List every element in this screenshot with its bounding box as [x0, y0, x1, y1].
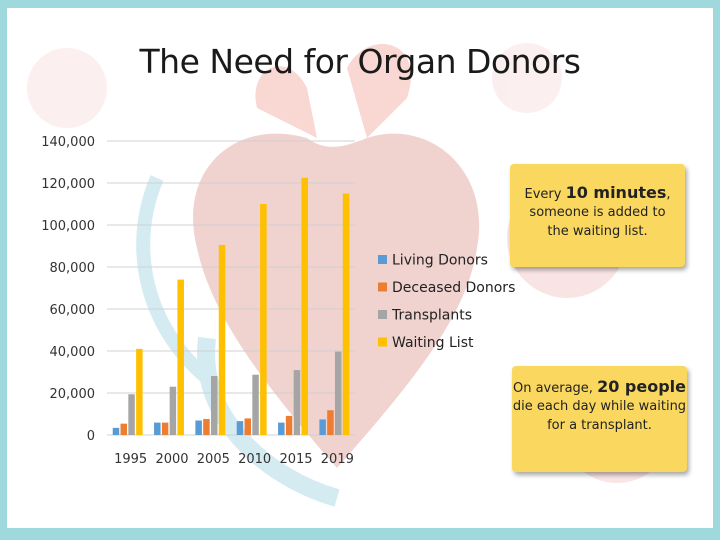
- bar-waiting-list-2005: [218, 244, 226, 435]
- callout-deaths-emphasis: 20 people: [597, 377, 686, 396]
- bar-waiting-list-2015: [301, 177, 308, 435]
- callout-waiting-list: Every 10 minutes, someone is added to th…: [510, 164, 685, 267]
- bar-transplants-2000: [169, 386, 177, 435]
- y-tick-label: 140,000: [41, 135, 95, 150]
- legend-label: Waiting List: [392, 335, 474, 351]
- bar-deceased-donors-2000: [161, 422, 169, 435]
- legend-label: Deceased Donors: [392, 280, 515, 296]
- y-tick-label: 0: [87, 429, 95, 444]
- callout-waiting-emphasis: 10 minutes: [565, 183, 667, 202]
- bar-deceased-donors-2010: [244, 418, 252, 435]
- bar-living-donors-1995: [112, 427, 120, 435]
- bar-living-donors-2010: [236, 421, 244, 435]
- callout-deaths-text-body: die each day while waiting for a transpl…: [512, 399, 687, 433]
- x-tick-label: 2019: [321, 452, 354, 467]
- y-tick-label: 120,000: [41, 177, 95, 192]
- bar-deceased-donors-2015: [285, 415, 293, 435]
- slide-title: The Need for Organ Donors: [139, 42, 581, 81]
- x-tick-label: 2000: [155, 452, 188, 467]
- legend-swatch: [378, 255, 387, 264]
- callout-deaths-text-pre: On average,: [512, 381, 598, 396]
- legend-swatch: [378, 337, 387, 347]
- bar-transplants-2005: [210, 375, 218, 435]
- bar-waiting-list-2000: [177, 279, 184, 435]
- legend-swatch: [378, 282, 387, 292]
- callout-deaths: On average, 20 people die each day while…: [512, 366, 687, 472]
- bar-transplants-2019: [334, 351, 342, 435]
- x-tick-label: 1995: [114, 452, 147, 467]
- legend-swatch: [378, 310, 387, 319]
- x-tick-label: 2010: [238, 452, 271, 467]
- bar-waiting-list-1995: [136, 348, 143, 435]
- bar-living-donors-2015: [278, 422, 285, 435]
- y-tick-label: 100,000: [41, 219, 95, 234]
- x-tick-label: 2005: [197, 452, 230, 467]
- bar-waiting-list-2019: [342, 193, 350, 435]
- callout-waiting-text-body: someone is added to the waiting list.: [529, 205, 666, 239]
- bar-waiting-list-2010: [260, 204, 267, 435]
- callout-waiting-text-post: ,: [666, 187, 671, 202]
- y-tick-label: 20,000: [50, 387, 96, 402]
- bar-deceased-donors-2005: [203, 419, 210, 435]
- bar-living-donors-2005: [195, 420, 202, 435]
- bar-deceased-donors-2019: [327, 410, 334, 435]
- x-tick-label: 2015: [279, 452, 312, 467]
- legend-label: Living Donors: [392, 253, 488, 269]
- bar-living-donors-2000: [154, 422, 161, 435]
- bar-transplants-1995: [128, 394, 135, 435]
- legend-label: Transplants: [391, 308, 472, 324]
- bar-living-donors-2019: [319, 419, 326, 435]
- y-tick-label: 60,000: [50, 303, 96, 318]
- callout-waiting-text-pre: Every: [524, 187, 566, 202]
- y-tick-label: 40,000: [50, 345, 96, 360]
- bar-deceased-donors-1995: [120, 423, 128, 435]
- bar-transplants-2015: [293, 370, 301, 435]
- bar-transplants-2010: [252, 374, 259, 435]
- y-tick-label: 80,000: [50, 261, 96, 276]
